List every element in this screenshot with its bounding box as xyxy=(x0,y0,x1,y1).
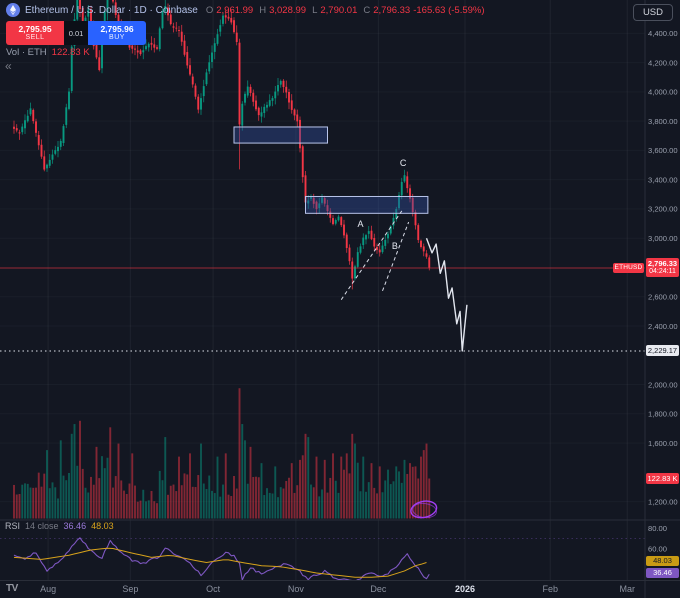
svg-text:3,400.00: 3,400.00 xyxy=(648,175,678,184)
buy-price: 2,795.96 xyxy=(100,24,134,34)
svg-text:2026: 2026 xyxy=(455,584,475,594)
svg-text:A: A xyxy=(357,219,363,229)
low-label: L xyxy=(312,4,318,16)
rsi-params: 14 close xyxy=(25,521,59,531)
close-value: 2,796.33 xyxy=(373,4,411,16)
wave-point-labels: A B C xyxy=(357,158,406,251)
grid-lines xyxy=(47,0,628,581)
sell-button[interactable]: 2,795.95 SELL xyxy=(6,21,64,45)
svg-text:1,800.00: 1,800.00 xyxy=(648,410,678,419)
high-label: H xyxy=(259,4,267,16)
sell-label: SELL xyxy=(25,34,45,41)
svg-text:2,600.00: 2,600.00 xyxy=(648,293,678,302)
buy-sell-widget: 2,795.95 SELL 0.01 2,795.96 BUY xyxy=(6,21,146,45)
svg-text:C: C xyxy=(400,158,407,168)
high-value: 3,028.99 xyxy=(269,4,307,16)
buy-button[interactable]: 2,795.96 BUY xyxy=(88,21,146,45)
svg-text:Mar: Mar xyxy=(620,584,636,594)
svg-text:Dec: Dec xyxy=(370,584,387,594)
symbol-price-tag: ETHUSD xyxy=(613,263,644,273)
spread-value: 0.01 xyxy=(64,21,88,45)
open-value: 2,961.99 xyxy=(216,4,254,16)
svg-text:1,600.00: 1,600.00 xyxy=(648,439,678,448)
legend-collapse-icon[interactable]: « xyxy=(5,59,12,73)
svg-text:3,200.00: 3,200.00 xyxy=(648,205,678,214)
current-price-badge: 2,796.33 04:24:11 xyxy=(646,258,679,277)
sell-price: 2,795.95 xyxy=(18,24,52,34)
price-level-badge: 2,229.17 xyxy=(646,345,679,356)
ellipse-annotation[interactable] xyxy=(409,499,438,520)
rsi-axis-badge: 36.46 xyxy=(646,568,679,578)
svg-text:4,200.00: 4,200.00 xyxy=(648,58,678,67)
rsi-value: 36.46 xyxy=(63,521,87,531)
ohlc-values: O 2,961.99 H 3,028.99 L 2,790.01 C 2,796… xyxy=(203,5,485,16)
svg-text:2,000.00: 2,000.00 xyxy=(648,380,678,389)
rsi-legend[interactable]: RSI 14 close 36.46 48.03 xyxy=(5,521,114,531)
rsi-label: RSI xyxy=(5,521,21,531)
tradingview-logo[interactable]: TV xyxy=(6,583,18,594)
svg-text:1,200.00: 1,200.00 xyxy=(648,497,678,506)
svg-text:80.00: 80.00 xyxy=(648,524,667,533)
low-value: 2,790.01 xyxy=(320,4,358,16)
rsi-ma-axis-badge: 48.03 xyxy=(646,556,679,566)
buy-label: BUY xyxy=(109,34,125,41)
open-label: O xyxy=(205,4,214,16)
symbol-title[interactable]: Ethereum / U.S. Dollar · 1D · Coinbase xyxy=(25,4,198,16)
svg-text:Aug: Aug xyxy=(40,584,56,594)
projection-path-drawing[interactable] xyxy=(425,237,468,352)
svg-text:4,000.00: 4,000.00 xyxy=(648,88,678,97)
svg-text:60.00: 60.00 xyxy=(648,545,667,554)
svg-text:Nov: Nov xyxy=(288,584,305,594)
current-price-value: 2,796.33 xyxy=(647,259,678,268)
ethereum-logo-icon xyxy=(6,3,20,17)
volume-legend-label: Vol · ETH xyxy=(6,47,47,58)
svg-text:Feb: Feb xyxy=(542,584,558,594)
symbol-legend[interactable]: Ethereum / U.S. Dollar · 1D · Coinbase O… xyxy=(6,3,485,17)
svg-text:B: B xyxy=(392,241,398,251)
currency-toggle-button[interactable]: USD xyxy=(632,4,673,21)
candlestick-series xyxy=(13,0,431,290)
svg-text:2,400.00: 2,400.00 xyxy=(648,322,678,331)
svg-text:3,000.00: 3,000.00 xyxy=(648,234,678,243)
rsi-ma-value: 48.03 xyxy=(91,521,114,531)
svg-text:Sep: Sep xyxy=(122,584,138,594)
volume-legend[interactable]: Vol · ETH 122.83 K xyxy=(6,47,90,58)
rectangle-zone-drawings[interactable] xyxy=(233,126,429,214)
svg-text:3,600.00: 3,600.00 xyxy=(648,146,678,155)
change-value: -165.63 (-5.59%) xyxy=(413,4,485,16)
svg-text:4,400.00: 4,400.00 xyxy=(648,29,678,38)
volume-legend-value: 122.83 K xyxy=(51,47,90,58)
trendline-drawings[interactable] xyxy=(340,208,410,300)
volume-series xyxy=(13,388,431,519)
close-label: C xyxy=(363,4,371,16)
volume-axis-badge: 122.83 K xyxy=(646,473,679,484)
time-axis[interactable]: Aug Sep Oct Nov Dec 2026 Feb Mar xyxy=(40,584,635,594)
bar-countdown: 04:24:11 xyxy=(649,268,676,275)
svg-text:Oct: Oct xyxy=(206,584,221,594)
svg-text:3,800.00: 3,800.00 xyxy=(648,117,678,126)
rsi-indicator xyxy=(0,537,645,581)
